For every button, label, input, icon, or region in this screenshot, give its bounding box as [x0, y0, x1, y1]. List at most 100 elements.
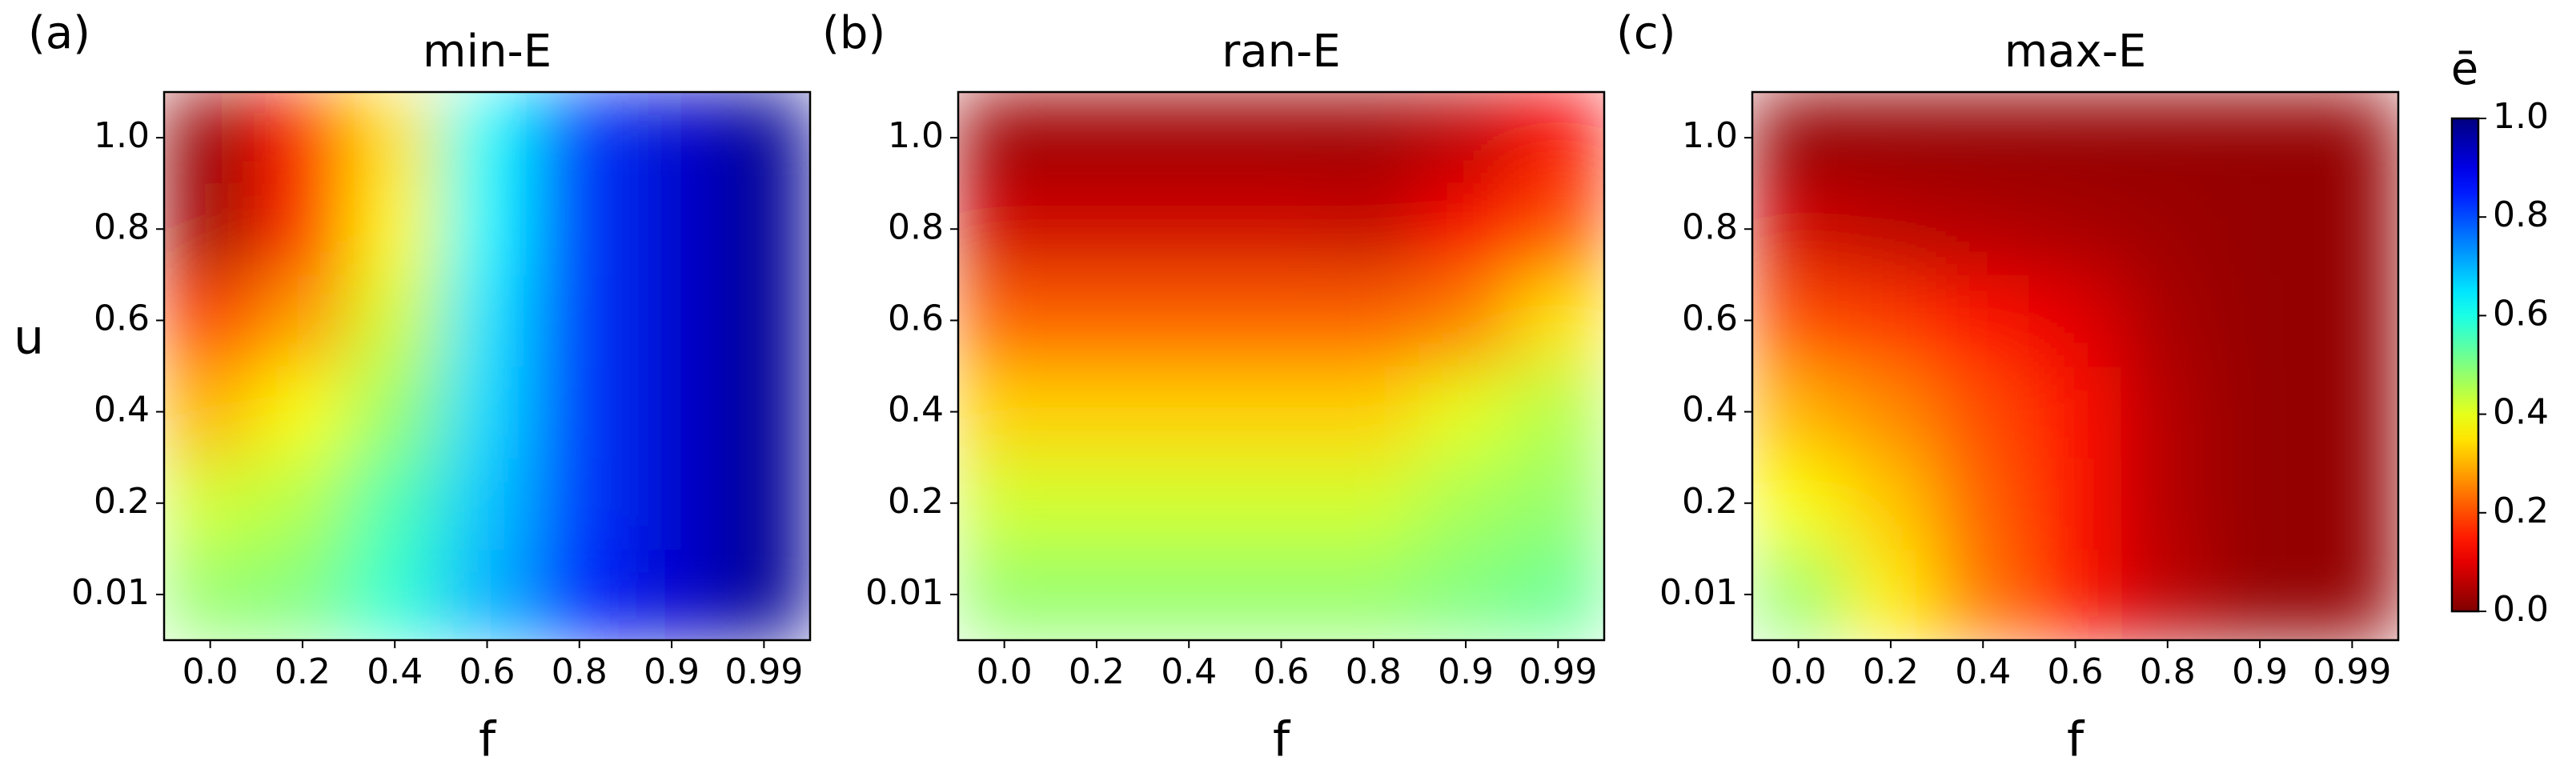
cell	[1234, 274, 1329, 367]
cell	[255, 91, 350, 185]
y-tick-label: 0.6	[888, 298, 944, 338]
cell	[1844, 365, 1938, 459]
cell	[439, 456, 535, 550]
x-tick-label: 0.2	[1069, 651, 1125, 692]
cell	[1418, 182, 1513, 276]
colorbar-tick-label: 0.8	[2493, 194, 2549, 235]
cell	[1511, 365, 1605, 459]
cell	[1049, 182, 1144, 276]
cell	[1511, 274, 1605, 367]
x-tick-label: 0.0	[183, 651, 239, 692]
x-tick-label: 0.99	[724, 651, 803, 692]
cell	[957, 182, 1052, 276]
y-tick-label: 1.0	[888, 115, 944, 156]
cell	[2028, 547, 2123, 641]
cell	[1234, 456, 1329, 550]
y-tick-label: 1.0	[94, 115, 150, 156]
cell	[1844, 456, 1938, 550]
cell	[716, 456, 811, 550]
cell	[1936, 456, 2030, 550]
cell	[2028, 456, 2123, 550]
colorbar-label: ē	[2451, 43, 2478, 95]
x-tick-label: 0.2	[1863, 651, 1919, 692]
cell	[2213, 274, 2307, 367]
y-tick-label: 0.01	[865, 572, 944, 613]
cell	[2305, 182, 2399, 276]
x-axis-label: f	[1273, 712, 1291, 768]
cell	[255, 547, 350, 641]
cell	[347, 274, 442, 367]
cell	[1234, 182, 1329, 276]
y-tick-label: 0.4	[888, 390, 944, 431]
cell	[1326, 547, 1421, 641]
y-tick-label: 0.2	[94, 481, 150, 522]
x-tick-label: 0.9	[1438, 651, 1494, 692]
panel-label: (a)	[28, 7, 90, 59]
cell	[1326, 182, 1421, 276]
cell	[2121, 182, 2215, 276]
x-axis-label: f	[479, 712, 497, 768]
cell	[1142, 547, 1236, 641]
cell	[2213, 91, 2307, 185]
x-tick-label: 0.4	[1955, 651, 2011, 692]
cell	[624, 365, 719, 459]
cell	[716, 365, 811, 459]
cell	[1936, 91, 2030, 185]
x-tick-label: 0.6	[2048, 651, 2104, 692]
colorbar-tick-label: 0.0	[2493, 589, 2549, 630]
cell	[1751, 274, 1846, 367]
x-tick-label: 0.8	[1346, 651, 1402, 692]
x-tick-label: 0.6	[1254, 651, 1310, 692]
cell	[624, 91, 719, 185]
y-tick-label: 0.2	[1682, 481, 1738, 522]
cell	[347, 547, 442, 641]
cell	[957, 274, 1052, 367]
y-tick-label: 0.2	[888, 481, 944, 522]
cell	[1326, 365, 1421, 459]
x-axis-label: f	[2067, 712, 2085, 768]
cell	[1511, 456, 1605, 550]
y-tick-label: 0.01	[71, 572, 150, 613]
cell	[532, 365, 627, 459]
cell	[1049, 91, 1144, 185]
cell	[439, 547, 535, 641]
cell	[1751, 365, 1846, 459]
cell	[532, 274, 627, 367]
cell	[1844, 182, 1938, 276]
heatmap	[1751, 91, 2399, 641]
cell	[2213, 365, 2307, 459]
cell	[163, 274, 258, 367]
colorbar-tick-label: 0.6	[2493, 293, 2549, 334]
cell	[2028, 182, 2123, 276]
panel-label: (b)	[822, 7, 885, 59]
cell	[1511, 182, 1605, 276]
cell	[347, 182, 442, 276]
cell	[2305, 547, 2399, 641]
cell	[2121, 547, 2215, 641]
cell	[1511, 91, 1605, 185]
cell	[1142, 456, 1236, 550]
y-tick-label: 0.8	[1682, 206, 1738, 247]
cell	[2121, 91, 2215, 185]
cell	[624, 456, 719, 550]
cell	[2028, 365, 2123, 459]
cell	[532, 182, 627, 276]
cell	[1751, 547, 1846, 641]
cell	[1049, 547, 1144, 641]
cell	[2213, 547, 2307, 641]
cell	[1326, 91, 1421, 185]
cell	[716, 274, 811, 367]
cell	[1844, 547, 1938, 641]
cell	[1234, 547, 1329, 641]
heatmap	[163, 91, 811, 641]
cell	[1844, 91, 1938, 185]
cell	[1049, 365, 1144, 459]
cell	[1142, 365, 1236, 459]
cell	[1418, 274, 1513, 367]
cell	[624, 547, 719, 641]
cell	[532, 456, 627, 550]
cell	[1751, 456, 1846, 550]
cell	[163, 182, 258, 276]
x-tick-label: 0.8	[2140, 651, 2196, 692]
x-tick-label: 0.99	[1519, 651, 1597, 692]
